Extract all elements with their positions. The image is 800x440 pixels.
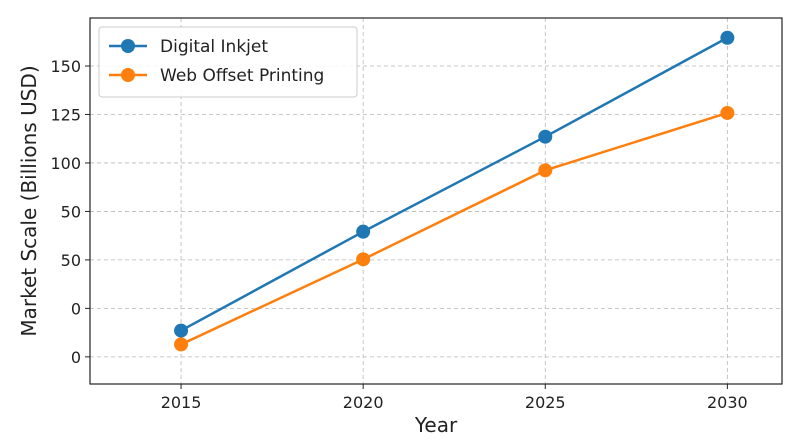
series-line-web-offset-printing: [180, 111, 728, 346]
plot-frame: [89, 17, 783, 385]
grid-layer: [90, 18, 782, 384]
legend-label-web-offset-printing: Web Offset Printing: [160, 66, 324, 86]
series-line-digital-inkjet: [180, 36, 728, 332]
data-point-web-offset-printing: [538, 163, 553, 178]
tick-layer: 2015 2020 2025 2030 0 0 50 50 100 125 150: [50, 57, 747, 412]
data-point-web-offset-printing: [174, 337, 189, 352]
legend-marker-web-offset-printing: [121, 68, 135, 82]
data-point-digital-inkjet: [356, 224, 371, 239]
y-tick-label: 50: [61, 202, 81, 221]
data-point-digital-inkjet: [720, 30, 735, 45]
x-tick-label: 2015: [161, 393, 202, 412]
legend-marker-digital-inkjet: [121, 39, 135, 53]
y-tick-label: 150: [50, 57, 81, 76]
data-point-digital-inkjet: [538, 129, 553, 144]
data-point-web-offset-printing: [720, 105, 735, 120]
x-axis-label: Year: [414, 413, 458, 437]
y-tick-label: 100: [50, 154, 81, 173]
y-tick-label: 50: [61, 251, 81, 270]
series-layer: [174, 30, 735, 352]
data-point-digital-inkjet: [174, 323, 189, 338]
x-tick-label: 2030: [707, 393, 748, 412]
data-point-web-offset-printing: [356, 252, 371, 267]
y-tick-label: 0: [71, 348, 81, 367]
x-tick-label: 2020: [343, 393, 384, 412]
y-tick-label: 0: [71, 299, 81, 318]
y-axis-label: Market Scale (Billions USD): [17, 65, 41, 336]
legend: Digital Inkjet Web Offset Printing: [98, 26, 358, 98]
x-tick-label: 2025: [525, 393, 566, 412]
legend-label-digital-inkjet: Digital Inkjet: [160, 37, 268, 57]
legend-box: [98, 26, 358, 98]
y-tick-label: 125: [50, 105, 81, 124]
